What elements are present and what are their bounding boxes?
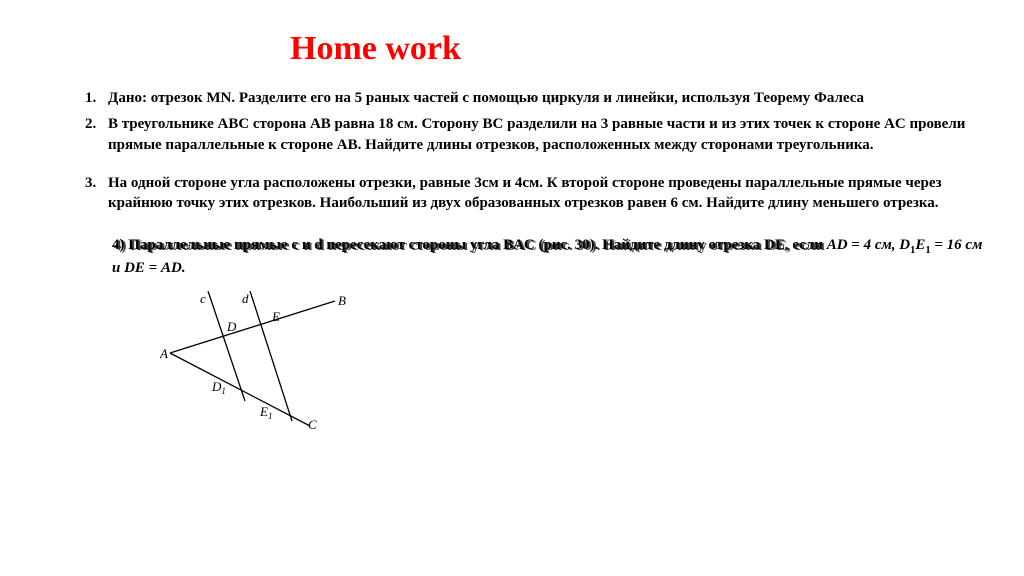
label-E1: E1 [259, 404, 272, 421]
line-d [250, 291, 292, 421]
label-B: B [338, 293, 346, 308]
label-E: E [271, 309, 280, 324]
label-line-d: d [242, 291, 249, 306]
ray-AB [170, 301, 335, 353]
geometry-figure: A B C D E D1 E1 c d [160, 291, 984, 436]
label-D: D [226, 319, 237, 334]
label-A: A [160, 346, 168, 361]
problem-2: В треугольнике ABC сторона AB равна 18 с… [100, 114, 984, 155]
ray-AC [170, 353, 310, 426]
problem-4-front: 4) Параллельные прямые c и d пересекают … [112, 235, 984, 278]
problem-3: На одной стороне угла расположены отрезк… [100, 173, 984, 214]
page-title: Home work [290, 30, 984, 68]
problem-list: Дано: отрезок MN. Разделите его на 5 ран… [60, 88, 984, 213]
label-C: C [308, 417, 317, 431]
problem-4: 4) Параллельные прямые c и d пересекают … [112, 235, 984, 281]
label-line-c: c [200, 291, 206, 306]
page: Home work Дано: отрезок MN. Разделите ег… [0, 0, 1024, 576]
problem-1: Дано: отрезок MN. Разделите его на 5 ран… [100, 88, 984, 108]
